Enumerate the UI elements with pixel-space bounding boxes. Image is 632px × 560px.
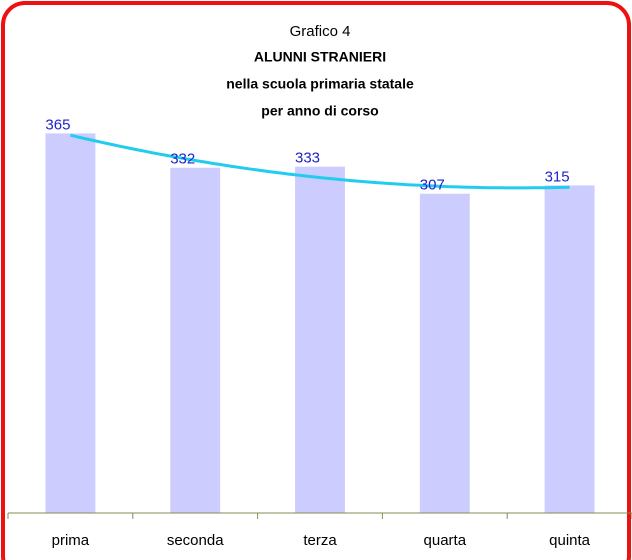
x-tick-label: seconda [167, 532, 224, 549]
trendline [70, 133, 570, 190]
value-label: 307 [420, 177, 445, 194]
chart-title: Grafico 4 [290, 23, 351, 40]
value-label: 332 [170, 151, 195, 168]
value-label: 315 [545, 168, 570, 185]
bar [170, 167, 221, 513]
x-tick-label: prima [52, 532, 90, 549]
chart-subtitle: nella scuola primaria statale [226, 76, 414, 92]
bar [544, 185, 595, 513]
bar [45, 133, 96, 513]
x-tick-label: terza [303, 532, 337, 549]
value-label: 333 [295, 150, 320, 167]
bar [419, 193, 470, 513]
chart-subtitle: ALUNNI STRANIERI [254, 49, 386, 65]
chart-subtitle: per anno di corso [261, 103, 378, 119]
value-label: 365 [45, 116, 70, 133]
x-tick-label: quinta [549, 532, 591, 549]
bar [295, 166, 345, 513]
x-tick-label: quarta [424, 532, 467, 549]
